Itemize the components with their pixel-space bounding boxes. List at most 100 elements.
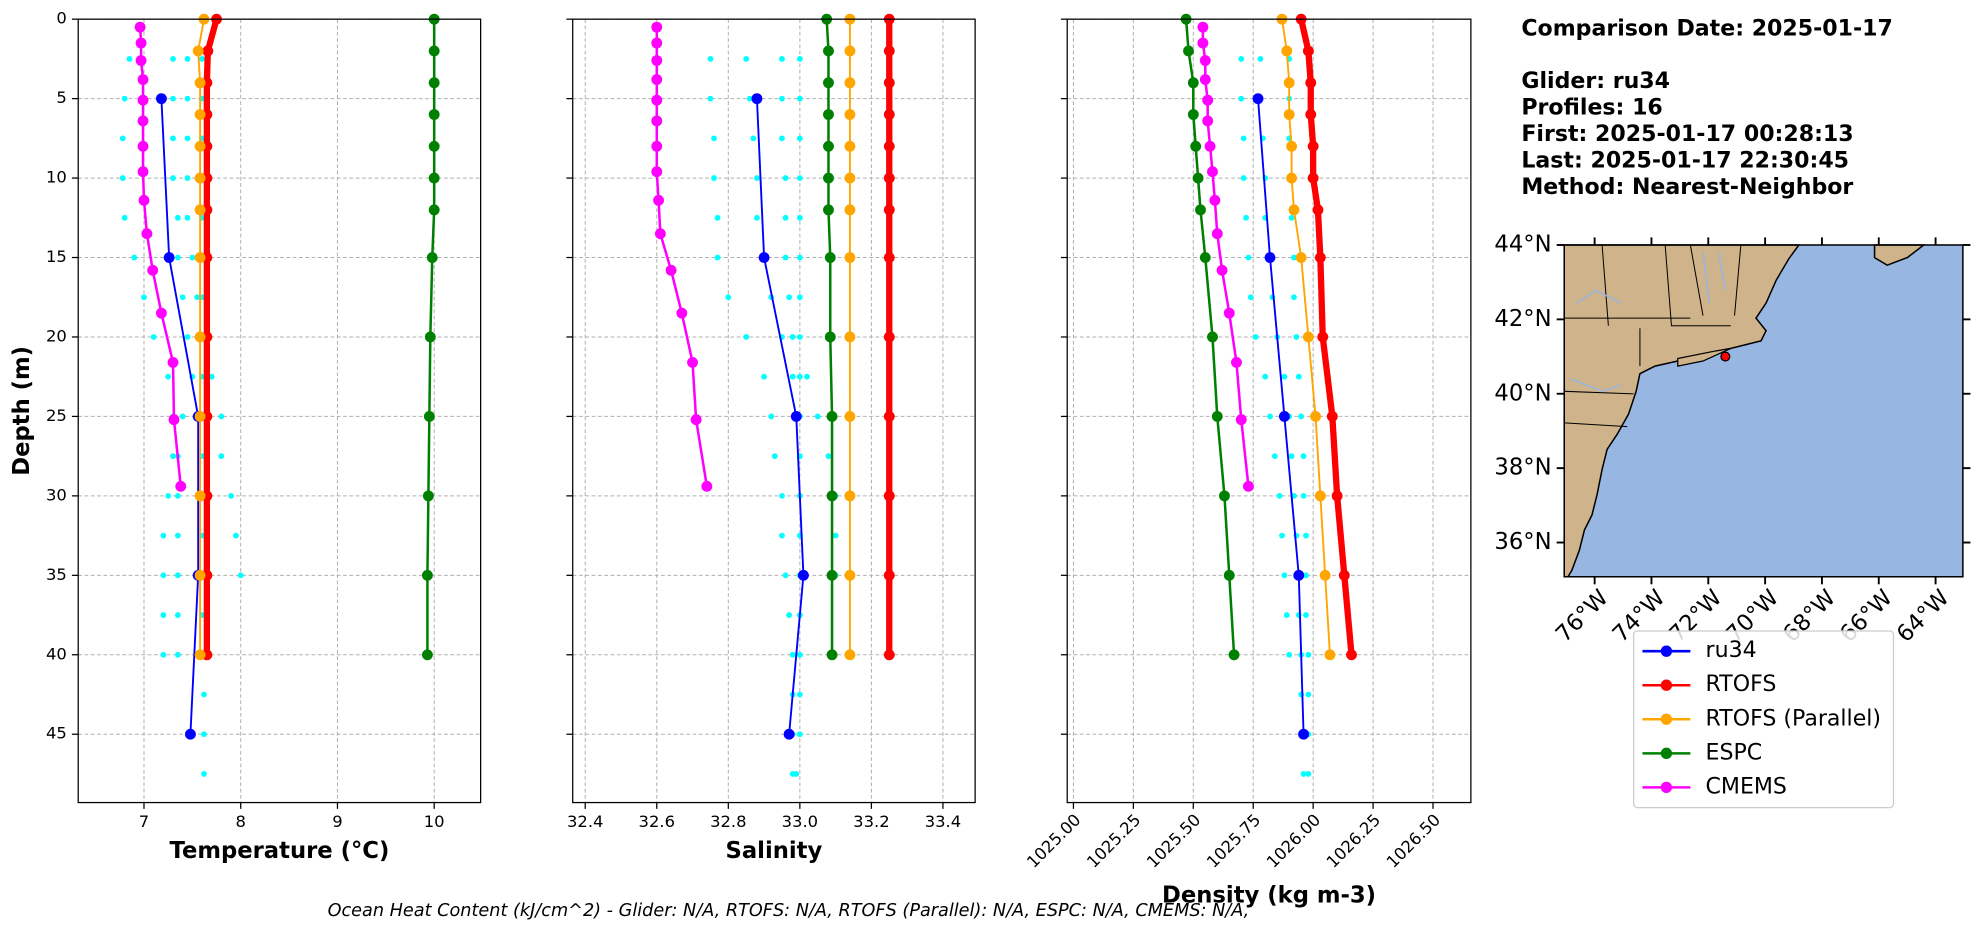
map-lat-label: 36°N — [1494, 529, 1551, 555]
series-marker — [1286, 172, 1298, 184]
series-marker — [883, 140, 895, 152]
series-marker — [1317, 331, 1329, 343]
glider-point — [786, 294, 793, 301]
series-marker — [1223, 307, 1235, 319]
series-marker — [844, 172, 856, 184]
series-marker — [1243, 480, 1254, 492]
glider-point — [184, 214, 191, 221]
glider-point — [707, 55, 714, 62]
glider-point — [1303, 572, 1309, 579]
land — [1677, 347, 1732, 367]
series-marker — [137, 115, 149, 127]
series-marker — [823, 109, 834, 120]
legend-label: ESPC — [1706, 740, 1763, 765]
series-marker — [1223, 569, 1235, 581]
series-marker — [194, 172, 206, 184]
series-marker — [1281, 45, 1293, 57]
glider-point — [179, 294, 186, 301]
map-lat-label: 38°N — [1494, 455, 1551, 481]
glider-point — [201, 771, 207, 777]
glider-point — [1295, 373, 1302, 380]
series-marker — [137, 94, 149, 106]
series-marker — [823, 45, 834, 57]
y-tick-label: 30 — [46, 485, 67, 504]
glider-point — [796, 95, 803, 102]
glider-point — [1283, 612, 1290, 618]
glider-point — [796, 731, 803, 738]
glider-point — [174, 572, 181, 579]
map-lon-label: 76°W — [1551, 585, 1614, 648]
y-tick-label: 40 — [46, 644, 67, 663]
glider-point — [201, 731, 207, 738]
series-marker — [651, 94, 663, 106]
glider-point — [1279, 532, 1285, 539]
glider-point — [746, 95, 753, 102]
series-marker — [137, 140, 149, 152]
info-line: First: 2025-01-17 00:28:13 — [1521, 122, 1853, 147]
glider-point — [1305, 771, 1312, 777]
series-marker — [1190, 140, 1202, 152]
series-marker — [1183, 45, 1194, 57]
series-marker — [651, 74, 663, 85]
glider-point — [711, 175, 717, 181]
glider-point — [1298, 413, 1305, 420]
glider-point — [121, 214, 128, 221]
glider-point — [796, 135, 803, 142]
legend-label: CMEMS — [1706, 774, 1787, 799]
legend-label: RTOFS — [1706, 672, 1777, 697]
series-marker — [1252, 93, 1264, 105]
series-marker — [1305, 109, 1317, 120]
x-tick-label: 1025.50 — [1143, 810, 1204, 871]
map-lat-label: 44°N — [1494, 231, 1551, 257]
series-marker — [751, 93, 763, 105]
glider-point — [218, 413, 225, 420]
info-line: Last: 2025-01-17 22:30:45 — [1521, 149, 1849, 174]
y-tick-label: 25 — [46, 406, 67, 425]
series-marker — [1197, 21, 1209, 33]
series-marker — [135, 55, 147, 66]
glider-point — [184, 175, 191, 181]
glider-point — [725, 294, 732, 301]
series-marker — [844, 490, 856, 502]
series-marker — [651, 21, 663, 33]
series-marker — [137, 74, 149, 85]
glider-point — [160, 651, 167, 658]
series-marker — [844, 77, 856, 89]
map — [1563, 244, 1964, 578]
series-marker — [1207, 166, 1218, 178]
glider-point — [711, 135, 717, 142]
series-marker — [883, 172, 895, 184]
glider-point — [184, 95, 191, 102]
series-marker — [883, 649, 895, 661]
series-marker — [883, 77, 895, 89]
series-marker — [1293, 569, 1305, 581]
glider-point — [786, 612, 793, 618]
map-lat-label: 40°N — [1494, 380, 1551, 406]
glider-point — [1247, 294, 1254, 301]
glider-point — [170, 55, 176, 62]
x-axis-label: Density (kg m-3) — [1162, 882, 1376, 908]
glider-point — [1305, 691, 1312, 698]
series-marker — [147, 264, 159, 276]
series-marker — [163, 252, 175, 263]
y-tick-label: 15 — [46, 247, 67, 266]
series-marker — [844, 569, 856, 581]
x-tick-label: 33.4 — [925, 812, 961, 831]
series-marker — [1319, 569, 1331, 581]
glider-point — [707, 95, 714, 102]
glider-point — [174, 214, 181, 221]
x-tick-label: 32.4 — [567, 812, 603, 831]
x-tick-label: 1026.25 — [1323, 810, 1384, 871]
series-marker — [1207, 331, 1218, 343]
series-marker — [665, 264, 677, 276]
series-marker — [824, 252, 836, 263]
glider-point — [796, 334, 803, 340]
glider-point — [1281, 572, 1288, 579]
glider-point — [796, 214, 803, 221]
series-marker — [134, 21, 146, 33]
series-marker — [883, 490, 895, 502]
series-marker — [651, 37, 663, 49]
glider-point — [208, 373, 215, 380]
